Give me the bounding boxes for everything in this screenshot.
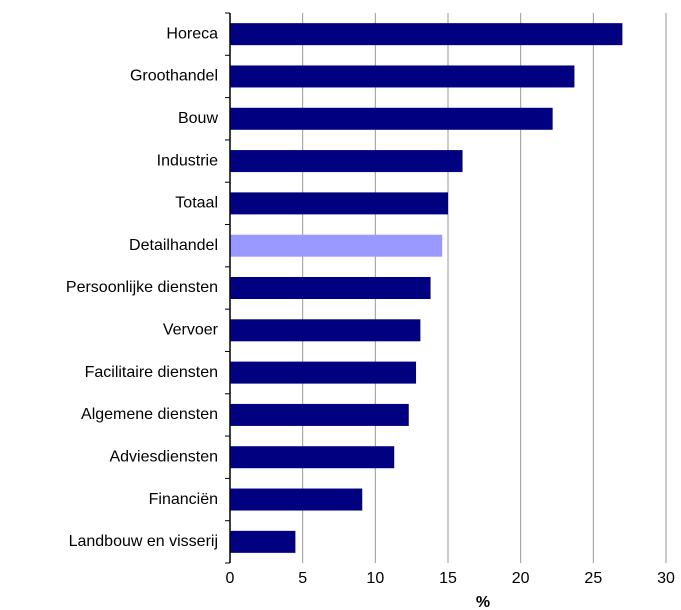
y-tick-label: Groothandel bbox=[130, 68, 218, 85]
bar bbox=[230, 277, 431, 299]
bar bbox=[230, 488, 363, 511]
x-tick-label: 30 bbox=[657, 570, 675, 587]
bar bbox=[230, 150, 463, 173]
bar bbox=[230, 23, 623, 46]
y-tick-label: Persoonlijke diensten bbox=[66, 279, 218, 296]
bar bbox=[230, 530, 296, 553]
y-tick-label: Detailhandel bbox=[129, 237, 218, 254]
bar bbox=[230, 403, 409, 426]
y-tick-label: Totaal bbox=[175, 195, 218, 212]
y-tick-label: Financiën bbox=[149, 491, 218, 508]
x-tick-label: 5 bbox=[298, 570, 307, 587]
y-tick-label: Adviesdiensten bbox=[109, 448, 218, 465]
x-tick-label: 25 bbox=[584, 570, 602, 587]
x-tick-label: 20 bbox=[512, 570, 530, 587]
bar bbox=[230, 319, 421, 342]
y-tick-label: Vervoer bbox=[163, 322, 219, 339]
y-tick-label: Bouw bbox=[178, 110, 218, 127]
bar bbox=[230, 192, 448, 215]
x-axis-label: % bbox=[476, 594, 490, 610]
bar bbox=[230, 65, 575, 88]
y-tick-label: Landbouw en visserij bbox=[69, 533, 218, 550]
bar bbox=[230, 361, 417, 384]
bar bbox=[230, 446, 395, 469]
x-tick-label: 15 bbox=[439, 570, 457, 587]
bar bbox=[230, 107, 553, 130]
x-tick-label: 10 bbox=[366, 570, 384, 587]
bar bbox=[230, 234, 443, 257]
y-tick-label: Industrie bbox=[157, 152, 218, 169]
y-tick-label: Horeca bbox=[166, 25, 218, 42]
y-tick-label: Facilitaire diensten bbox=[85, 364, 218, 381]
x-tick-label: 0 bbox=[226, 570, 235, 587]
y-tick-label: Algemene diensten bbox=[81, 406, 218, 423]
